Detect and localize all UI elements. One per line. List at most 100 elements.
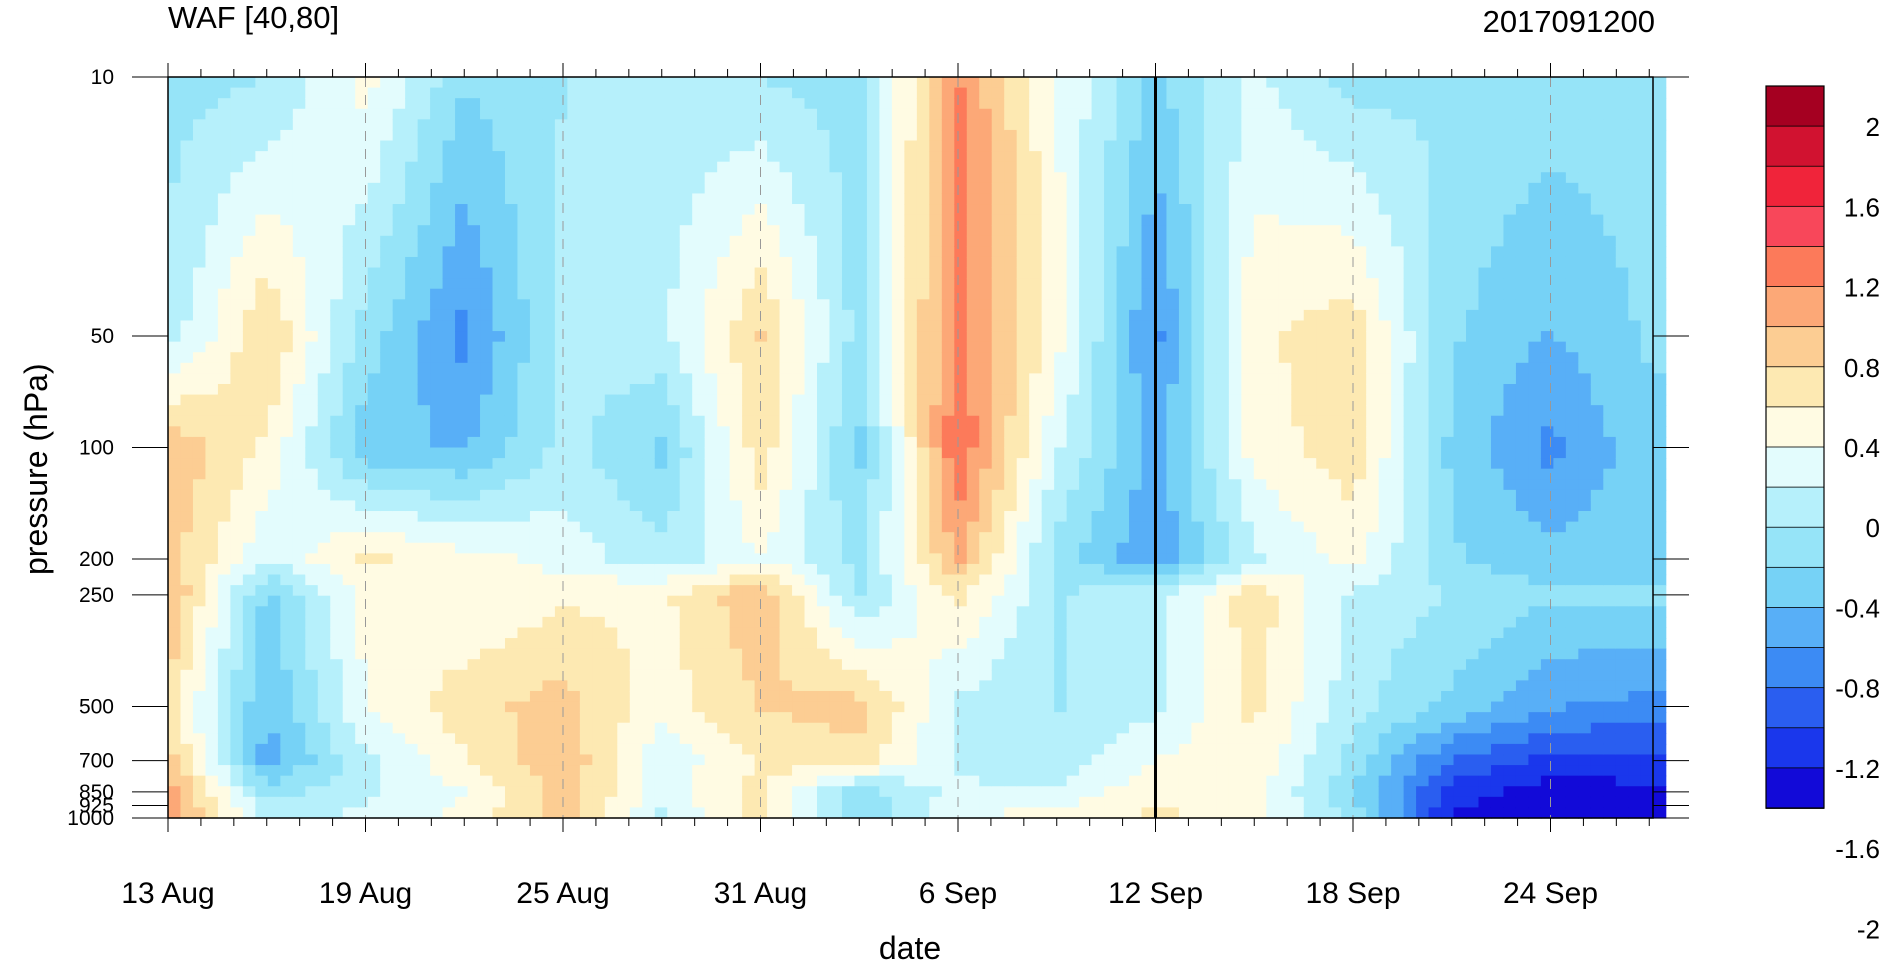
contour-cell: [742, 320, 756, 332]
contour-cell: [355, 616, 369, 629]
contour-cell: [841, 500, 856, 512]
contour-cell: [679, 479, 693, 491]
contour-cell: [854, 77, 868, 89]
contour-cell: [317, 309, 331, 322]
contour-cell: [517, 331, 531, 343]
contour-cell: [280, 235, 294, 247]
contour-cell: [467, 669, 481, 681]
contour-cell: [242, 246, 256, 258]
contour-cell: [679, 87, 693, 99]
contour-cell: [991, 256, 1005, 269]
contour-cell: [305, 807, 319, 819]
contour-cell: [991, 690, 1005, 703]
contour-cell: [442, 722, 456, 734]
contour-cell: [230, 775, 244, 787]
contour-cell: [255, 754, 269, 766]
contour-cell: [991, 119, 1005, 131]
contour-cell: [1041, 616, 1055, 629]
contour-cell: [717, 511, 731, 523]
contour-cell: [779, 807, 793, 819]
contour-cell: [929, 362, 943, 374]
contour-cell: [754, 256, 768, 269]
contour-cell: [654, 574, 668, 586]
contour-cell: [542, 595, 556, 607]
contour-cell: [330, 542, 344, 554]
contour-cell: [529, 87, 544, 99]
contour-cell: [654, 309, 668, 322]
contour-cell: [529, 246, 544, 258]
contour-cell: [517, 807, 531, 819]
contour-cell: [754, 352, 768, 364]
contour-cell: [1004, 341, 1018, 353]
contour-cell: [604, 362, 618, 374]
contour-cell: [467, 733, 481, 745]
contour-cell: [392, 680, 406, 692]
contour-cell: [804, 108, 818, 120]
contour-cell: [480, 299, 494, 311]
contour-cell: [317, 606, 331, 618]
contour-cell: [717, 426, 731, 438]
contour-cell: [879, 87, 893, 99]
contour-cell: [442, 373, 456, 385]
contour-cell: [704, 638, 718, 650]
contour-cell: [504, 638, 519, 650]
contour-cell: [679, 278, 693, 290]
contour-cell: [929, 140, 943, 152]
contour-cell: [1029, 161, 1043, 173]
contour-cell: [504, 458, 519, 470]
contour-cell: [180, 394, 194, 406]
contour-cell: [804, 468, 818, 480]
contour-cell: [654, 468, 668, 480]
contour-cell: [1004, 405, 1018, 417]
contour-cell: [430, 288, 444, 300]
contour-cell: [267, 616, 281, 629]
contour-cell: [829, 320, 843, 332]
contour-cell: [529, 182, 544, 195]
contour-cell: [330, 659, 344, 671]
contour-cell: [767, 574, 781, 586]
contour-cell: [1004, 511, 1018, 523]
contour-cell: [717, 627, 731, 639]
contour-cell: [729, 214, 743, 226]
contour-cell: [280, 458, 294, 470]
contour-cell: [891, 648, 905, 660]
contour-cell: [305, 680, 319, 692]
contour-cell: [242, 119, 256, 131]
contour-cell: [542, 161, 556, 173]
contour-cell: [554, 574, 568, 586]
contour-cell: [1016, 659, 1030, 671]
contour-cell: [866, 807, 881, 819]
contour-cell: [767, 98, 781, 110]
contour-cell: [679, 140, 693, 152]
contour-cell: [879, 500, 893, 512]
contour-cell: [879, 373, 893, 385]
contour-cell: [168, 712, 182, 724]
contour-cell: [242, 500, 256, 512]
contour-cell: [929, 733, 943, 745]
contour-cell: [255, 352, 269, 364]
contour-cell: [742, 712, 756, 724]
contour-cell: [355, 394, 369, 406]
contour-cell: [767, 256, 781, 269]
contour-cell: [629, 119, 643, 131]
contour-cell: [604, 659, 618, 671]
contour-cell: [654, 108, 668, 120]
contour-cell: [292, 638, 306, 650]
contour-cell: [455, 722, 469, 734]
contour-cell: [667, 574, 681, 586]
contour-cell: [941, 542, 955, 554]
contour-cell: [854, 119, 868, 131]
contour-cell: [217, 511, 231, 523]
contour-cell: [392, 98, 406, 110]
contour-cell: [317, 362, 331, 374]
contour-cell: [542, 532, 556, 544]
contour-cell: [754, 87, 768, 99]
contour-cell: [1016, 204, 1030, 216]
contour-cell: [1029, 532, 1043, 544]
contour-cell: [430, 638, 444, 650]
contour-cell: [829, 214, 843, 226]
contour-cell: [455, 161, 469, 173]
contour-cell: [1041, 458, 1055, 470]
contour-cell: [205, 447, 219, 459]
contour-cell: [342, 701, 356, 713]
